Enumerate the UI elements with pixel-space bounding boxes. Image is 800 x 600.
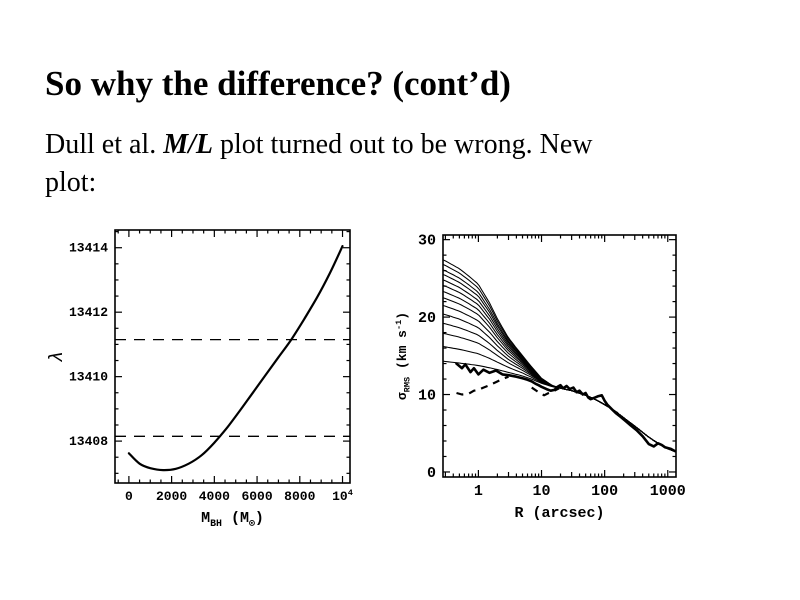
right-plot-curves — [443, 259, 676, 453]
lambda-curve — [127, 245, 344, 472]
left-plot-frame — [114, 229, 351, 484]
left-ylabel: λ — [46, 351, 68, 362]
left-y-tick-label: 13410 — [69, 370, 108, 385]
right-x-tick-label: 100 — [591, 483, 618, 500]
figure-sigma-vs-radius: 1 10 100 1000 0 10 20 30 R (arcsec) σRMS (km s-1) — [390, 225, 735, 527]
slide-title: So why the difference? (cont’d) — [45, 64, 511, 103]
left-x-tick-label: 4000 — [199, 489, 230, 504]
model-curve — [443, 269, 676, 453]
left-x-tick-label: 0 — [125, 489, 133, 504]
right-x-tick-label: 10 — [533, 483, 551, 500]
body-text: Dull et al. M/L plot turned out to be wr… — [45, 126, 592, 202]
body-line-1-pre: Dull et al. — [45, 129, 164, 160]
left-x-tick-label: 6000 — [241, 489, 272, 504]
left-x-tick-label: 8000 — [284, 489, 315, 504]
model-curve — [443, 259, 676, 453]
left-x-tick-label: 2000 — [156, 489, 187, 504]
dashed-data-curve — [531, 386, 560, 397]
observed-dispersion-curve — [455, 362, 676, 453]
left-y-tick-label: 13408 — [69, 434, 108, 449]
right-y-tick-label: 20 — [418, 310, 436, 327]
right-x-tick-label: 1 — [474, 483, 483, 500]
figure-lambda-vs-mbh: 0 2000 4000 6000 8000 104 13408 13410 13412 13414… — [40, 225, 385, 527]
body-line-1-math: M/L — [163, 129, 213, 160]
right-plot-frame — [442, 234, 677, 478]
right-x-tick-label: 1000 — [650, 483, 686, 500]
right-y-tick-label: 30 — [418, 233, 436, 250]
left-xlabel: MBH (M⊙) — [201, 510, 264, 527]
right-y-tick-label: 10 — [418, 388, 436, 405]
left-y-tick-label: 13414 — [69, 241, 108, 256]
ml-chart-svg: 0 2000 4000 6000 8000 104 13408 13410 13412 13414… — [46, 229, 353, 527]
left-y-tick-label: 13412 — [69, 305, 108, 320]
dashed-data-curve — [456, 375, 509, 396]
body-line-2: plot: — [45, 167, 97, 198]
body-line-1-post: plot turned out to be wrong. New — [212, 129, 593, 160]
body-line-1: Dull et al. M/L plot turned out to be wr… — [45, 126, 592, 164]
right-y-tick-label: 0 — [427, 465, 436, 482]
left-x-tick-label: 104 — [332, 488, 353, 504]
right-xlabel: R (arcsec) — [514, 505, 604, 522]
sigma-chart-svg: 1 10 100 1000 0 10 20 30 R (arcsec) σRMS (km s-1) — [394, 233, 686, 522]
right-ylabel: σRMS (km s-1) — [394, 312, 413, 400]
